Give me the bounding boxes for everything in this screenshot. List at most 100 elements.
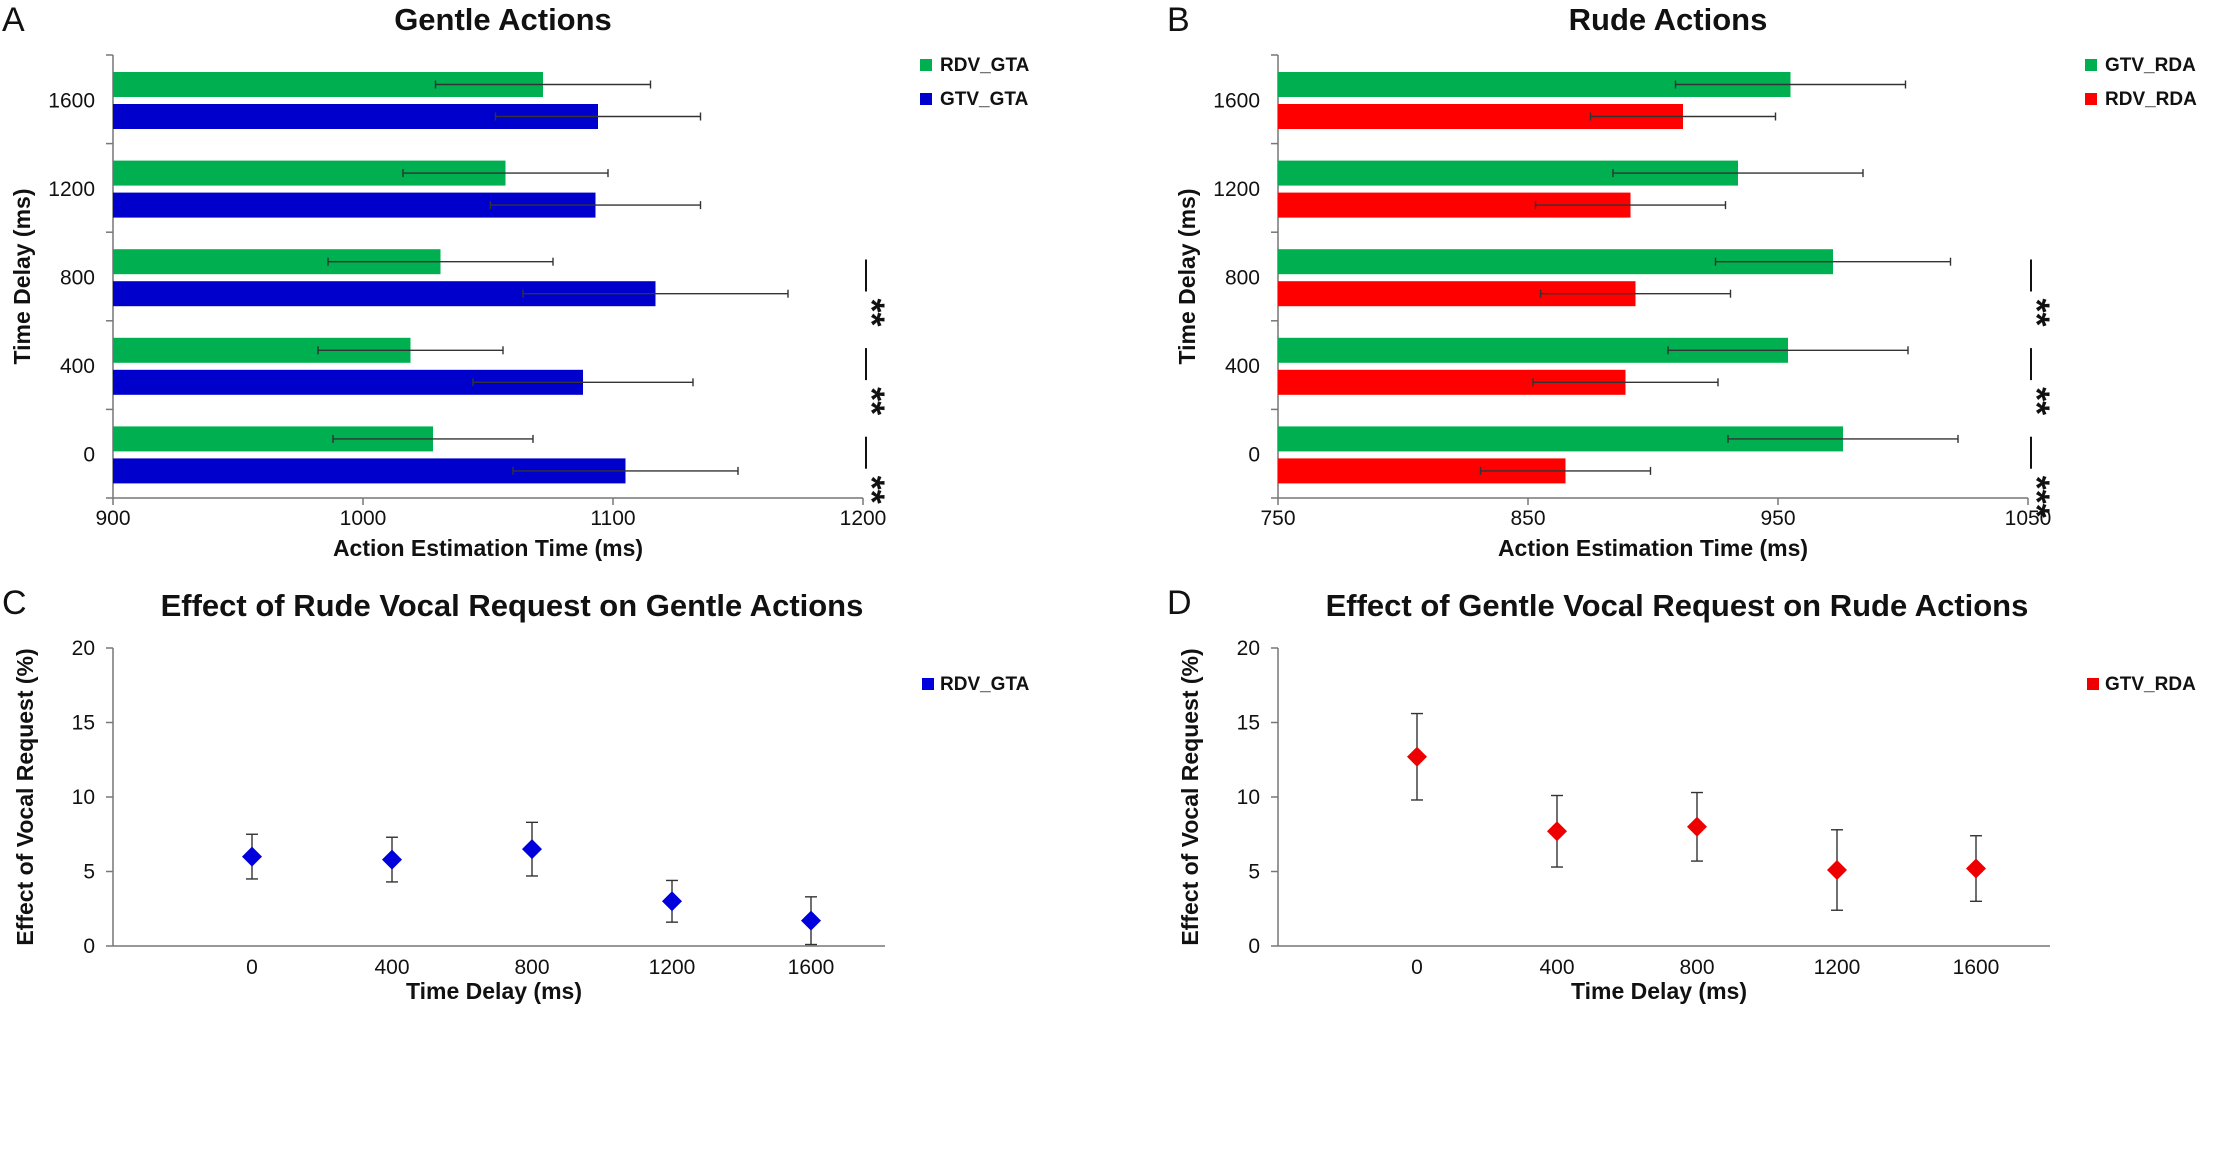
legend-swatch-rdv_gta	[922, 678, 934, 690]
error-bar-gtv_rda-0	[1727, 434, 1959, 443]
significance-stars: **	[852, 476, 893, 504]
chart-title: Rude Actions	[1569, 2, 1768, 37]
y-tick-label: 15	[72, 712, 95, 735]
chart-title: Effect of Rude Vocal Request on Gentle A…	[161, 588, 864, 623]
legend-swatch-rdv_rda	[2085, 93, 2097, 105]
panel-letter: A	[2, 1, 25, 39]
error-bar-rdv_gta-1600	[434, 80, 652, 89]
significance-stars: ***	[2017, 476, 2058, 518]
y-tick-label: 400	[60, 355, 95, 378]
y-tick-label: 10	[1237, 786, 1260, 809]
x-tick-label: 800	[1679, 956, 1714, 979]
x-tick-label: 1200	[840, 507, 887, 530]
y-tick-label: 1600	[1213, 89, 1260, 112]
x-axis-title: Action Estimation Time (ms)	[1498, 535, 1808, 561]
x-tick-label: 1600	[1953, 956, 2000, 979]
legend-label-gtv_rda: GTV_RDA	[2105, 674, 2196, 695]
legend-swatch-gtv_rda	[2087, 678, 2099, 690]
error-bar-rdv_rda-400	[1532, 378, 1719, 387]
significance-stars: **	[852, 299, 893, 327]
error-bar-gtv_gta-1600	[494, 112, 702, 121]
x-tick-label: 1050	[2005, 507, 2052, 530]
legend-label-rdv_gta: RDV_GTA	[940, 674, 1030, 695]
x-tick-label: 0	[1411, 956, 1423, 979]
legend-swatch-gtv_rda	[2085, 59, 2097, 71]
significance-stars: **	[2017, 299, 2058, 327]
chart-d-svg: D Effect of Gentle Vocal Request on Rude …	[1167, 584, 2196, 1004]
x-tick-label: 950	[1760, 507, 1795, 530]
point-gtv_rda-0	[1407, 746, 1427, 767]
panel-b: B Rude Actions 750 850 950 1050 1600 1200 800 ** 4…	[1165, 0, 2213, 574]
y-tick-label: 10	[72, 786, 95, 809]
x-tick-label: 1100	[590, 507, 635, 530]
legend-swatch-gtv_gta	[920, 93, 932, 105]
chart-b-svg: B Rude Actions 750 850 950 1050 1600 1200 800 ** 4…	[1167, 1, 2197, 561]
y-tick-label: 0	[1248, 935, 1260, 958]
point-gtv_rda-1200	[1827, 860, 1847, 881]
y-tick-label: 0	[1248, 444, 1260, 467]
y-tick-label: 1200	[48, 178, 95, 201]
error-bar-gtv_gta-400	[472, 378, 694, 387]
x-axis-title: Time Delay (ms)	[1571, 978, 1747, 1004]
point-gtv_rda-800	[1687, 816, 1707, 837]
chart-title: Gentle Actions	[394, 2, 612, 37]
y-axis-title: Time Delay (ms)	[1174, 189, 1200, 365]
y-tick-label: 0	[83, 444, 95, 467]
y-tick-label: 5	[1248, 861, 1260, 884]
panel-a: A Gentle Actions 900 1000 1100 1200 1600 1200 80…	[0, 0, 1106, 574]
significance-stars: **	[852, 387, 893, 415]
chart-title: Effect of Gentle Vocal Request on Rude A…	[1326, 588, 2029, 623]
x-tick-label: 400	[1539, 956, 1574, 979]
point-rdv_gta-1600	[801, 910, 821, 931]
error-bar-gtv_gta-800	[522, 289, 789, 298]
x-tick-label: 900	[95, 507, 130, 530]
significance-stars: **	[2017, 387, 2058, 415]
error-bar-gtv_rda-400	[1667, 346, 1909, 355]
x-tick-label: 400	[374, 956, 409, 979]
y-tick-label: 20	[1237, 637, 1260, 660]
point-rdv_gta-1200	[662, 891, 682, 912]
x-tick-label: 1200	[649, 956, 696, 979]
legend-label-gtv_rda: GTV_RDA	[2105, 55, 2196, 76]
legend-label-rdv_gta: RDV_GTA	[940, 55, 1030, 76]
chart-c-svg: C Effect of Rude Vocal Request on Gentle …	[2, 584, 1030, 1004]
point-rdv_gta-400	[382, 849, 402, 870]
y-tick-label: 15	[1237, 712, 1260, 735]
error-bar-rdv_rda-0	[1479, 466, 1652, 475]
x-tick-label: 0	[246, 956, 258, 979]
y-tick-label: 20	[72, 637, 95, 660]
x-tick-label: 800	[514, 956, 549, 979]
panel-d: D Effect of Gentle Vocal Request on Rude …	[1165, 575, 2213, 1149]
x-tick-label: 1000	[340, 507, 387, 530]
x-tick-label: 1200	[1814, 956, 1861, 979]
chart-a-svg: A Gentle Actions 900 1000 1100 1200 1600 1200 80…	[2, 1, 1030, 561]
panel-letter: B	[1167, 1, 1190, 39]
error-bar-rdv_rda-1600	[1589, 112, 1777, 121]
error-bar-gtv_rda-800	[1714, 257, 1952, 266]
x-tick-label: 750	[1260, 507, 1295, 530]
panel-letter: C	[2, 584, 27, 622]
x-tick-label: 1600	[788, 956, 835, 979]
y-axis-title: Effect of Vocal Request (%)	[1177, 648, 1203, 945]
error-bar-rdv_gta-0	[332, 434, 534, 443]
error-bar-gtv_rda-1600	[1674, 80, 1907, 89]
point-gtv_rda-1600	[1966, 858, 1986, 879]
legend-label-gtv_gta: GTV_GTA	[940, 89, 1029, 110]
panel-letter: D	[1167, 584, 1192, 622]
y-tick-label: 5	[83, 861, 95, 884]
y-axis-title: Time Delay (ms)	[9, 189, 35, 365]
error-bar-rdv_gta-1200	[402, 169, 609, 178]
error-bar-gtv_gta-0	[512, 466, 739, 475]
x-axis-title: Action Estimation Time (ms)	[333, 535, 643, 561]
legend-swatch-rdv_gta	[920, 59, 932, 71]
x-tick-label: 850	[1510, 507, 1545, 530]
point-rdv_gta-0	[242, 846, 262, 867]
error-bar-rdv_gta-800	[327, 257, 554, 266]
point-rdv_gta-800	[522, 839, 542, 860]
error-bar-rdv_rda-1200	[1534, 201, 1727, 210]
point-gtv_rda-400	[1547, 821, 1567, 842]
legend-label-rdv_rda: RDV_RDA	[2105, 89, 2197, 110]
error-bar-gtv_rda-1200	[1612, 169, 1864, 178]
panel-c: C Effect of Rude Vocal Request on Gentle …	[0, 575, 1106, 1149]
error-bar-rdv_gta-400	[317, 346, 504, 355]
